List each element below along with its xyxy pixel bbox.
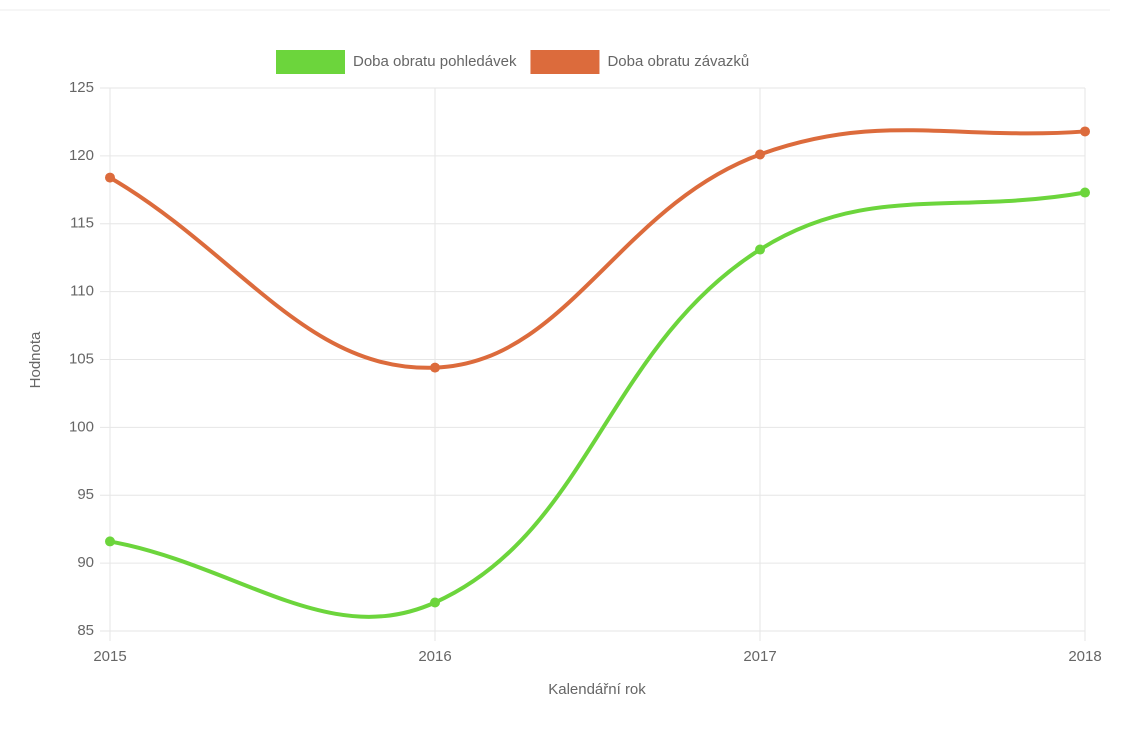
y-tick-label: 105: [69, 350, 94, 367]
legend-swatch: [276, 50, 345, 74]
data-point: [105, 536, 115, 547]
x-tick-label: 2017: [743, 648, 776, 665]
data-point: [430, 362, 440, 373]
data-point: [430, 597, 440, 608]
y-axis-label: Hodnota: [27, 331, 44, 388]
data-point: [1080, 126, 1090, 137]
line-series: [108, 128, 1086, 370]
legend-label: Doba obratu pohledávek: [353, 53, 517, 70]
legend-label: Doba obratu závazků: [607, 53, 749, 70]
data-point: [105, 172, 115, 183]
y-tick-label: 85: [77, 622, 94, 639]
x-tick-label: 2018: [1068, 648, 1101, 665]
data-point: [1080, 187, 1090, 198]
y-tick-label: 95: [77, 486, 94, 503]
x-tick-label: 2015: [93, 648, 126, 665]
x-tick-label: 2016: [418, 648, 451, 665]
y-tick-label: 115: [70, 215, 94, 232]
y-tick-label: 90: [77, 554, 94, 571]
y-tick-label: 120: [69, 147, 94, 164]
data-point: [755, 244, 765, 255]
legend-swatch: [530, 50, 600, 74]
data-point: [755, 149, 765, 160]
y-tick-label: 100: [69, 418, 94, 435]
line-series: [109, 190, 1086, 619]
y-tick-label: 110: [70, 283, 94, 300]
x-axis-label: Kalendářní rok: [548, 681, 646, 698]
y-tick-label: 125: [69, 79, 94, 96]
